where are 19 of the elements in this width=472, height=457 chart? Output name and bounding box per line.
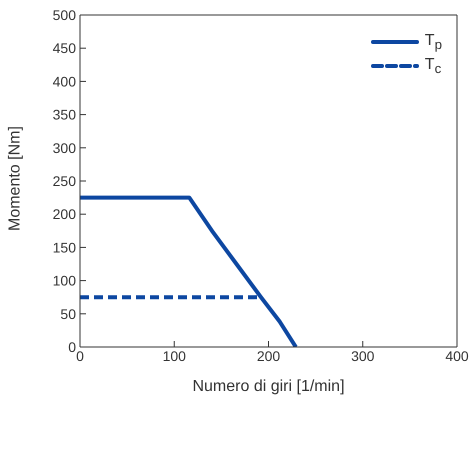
y-tick-label: 100 bbox=[52, 272, 76, 289]
x-axis-title: Numero di giri [1/min] bbox=[192, 378, 345, 395]
y-tick-label: 450 bbox=[52, 40, 76, 56]
x-tick-label: 100 bbox=[162, 348, 186, 364]
y-tick-label: 250 bbox=[52, 172, 76, 189]
x-tick-label: 200 bbox=[256, 348, 280, 364]
x-tick-label: 400 bbox=[445, 348, 469, 364]
y-tick-label: 400 bbox=[52, 73, 76, 90]
y-tick-label: 500 bbox=[52, 6, 76, 23]
y-tick-label: 300 bbox=[52, 140, 76, 156]
x-tick-label: 300 bbox=[351, 348, 375, 364]
legend-label: T$_{c}$ bbox=[424, 56, 442, 76]
y-tick-label: 200 bbox=[52, 206, 76, 222]
y-tick-label: 50 bbox=[60, 306, 76, 322]
line-series bbox=[80, 196, 298, 347]
y-axis-title: Momento [Nm] bbox=[6, 126, 24, 231]
y-tick-label: 350 bbox=[52, 106, 76, 123]
legend-label: T$_{p}$ bbox=[424, 32, 442, 52]
y-tick-label: 150 bbox=[52, 239, 76, 256]
